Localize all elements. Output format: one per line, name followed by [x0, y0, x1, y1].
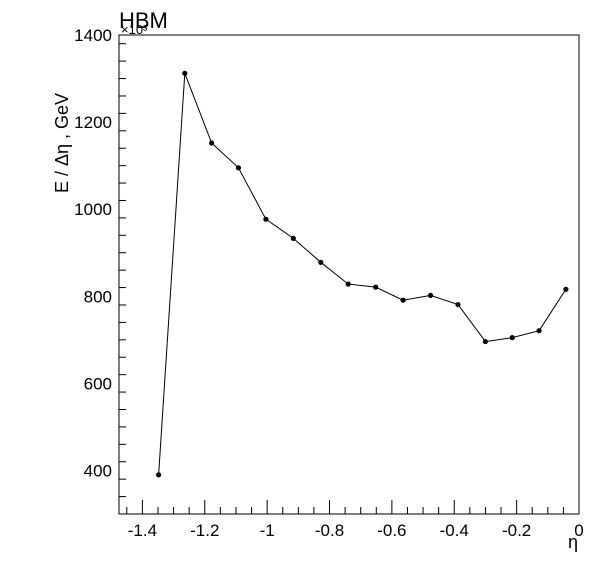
series-line — [158, 73, 567, 475]
data-point — [345, 281, 351, 287]
y-tick-label: 400 — [84, 461, 112, 480]
data-point — [455, 301, 461, 308]
data-point — [235, 165, 242, 171]
data-point — [209, 140, 215, 146]
chart-title: HBM — [119, 8, 168, 33]
plot-frame — [118, 34, 580, 515]
y-axis-multiplier: ×10³ — [121, 22, 148, 37]
series-group — [156, 70, 569, 478]
x-tick-label: 0 — [574, 521, 583, 540]
x-tick-label: -0.6 — [377, 521, 406, 540]
y-tick-label: 1000 — [74, 200, 112, 219]
data-point — [263, 216, 269, 222]
y-axis-ticks: 400 600 800 1000 1200 1400 — [74, 26, 126, 515]
data-point — [373, 284, 379, 290]
y-tick-label: 600 — [84, 374, 112, 393]
data-point — [509, 335, 515, 341]
x-tick-label: -0.2 — [502, 521, 531, 540]
x-axis-title: η — [568, 532, 578, 552]
data-point — [318, 259, 324, 265]
y-axis-title: E / Δη , GeV — [52, 93, 72, 193]
x-tick-label: -0.4 — [440, 521, 469, 540]
x-tick-label: -1.2 — [190, 521, 219, 540]
x-tick-label: -1.4 — [128, 521, 157, 540]
data-point — [427, 292, 434, 299]
data-point — [536, 328, 542, 334]
data-point — [156, 472, 162, 478]
y-tick-label: 1200 — [74, 113, 112, 132]
y-tick-label: 1400 — [74, 26, 112, 45]
data-point — [400, 297, 406, 303]
data-point — [290, 235, 296, 241]
data-point — [482, 338, 489, 345]
data-point — [563, 286, 569, 292]
x-tick-label: -1 — [260, 521, 275, 540]
x-axis-ticks: -1.4 -1.2 -1 -0.8 -0.6 -0.4 -0.2 0 — [126, 500, 584, 540]
x-tick-label: -0.8 — [315, 521, 344, 540]
data-point — [182, 70, 188, 76]
y-tick-label: 800 — [84, 287, 112, 306]
